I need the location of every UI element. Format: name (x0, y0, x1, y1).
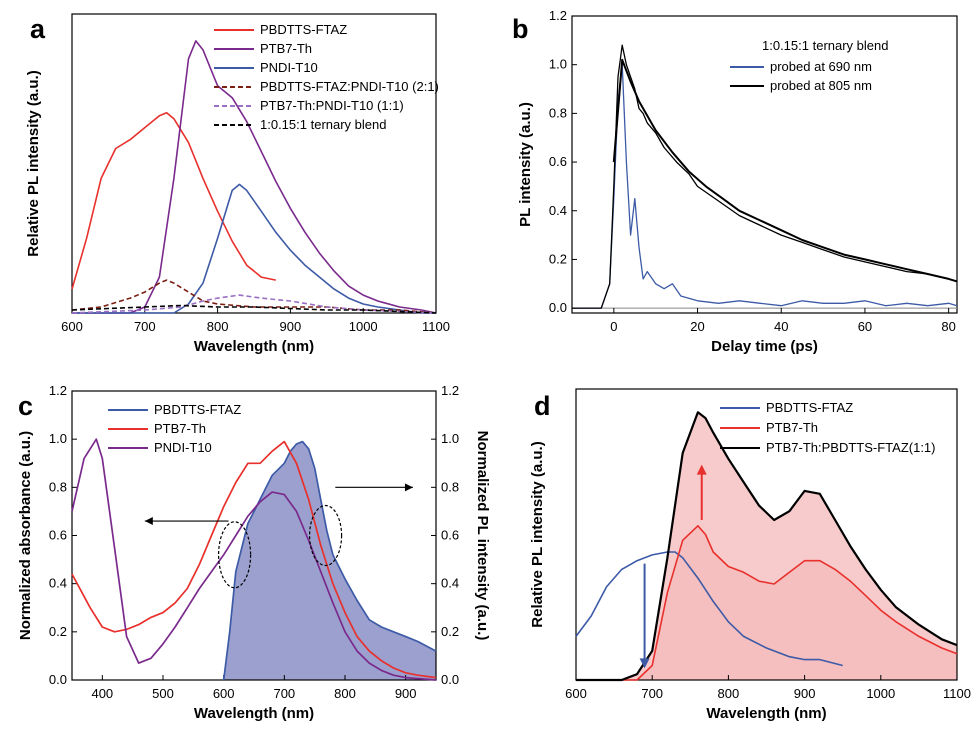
y-tick-label: 0.6 (49, 528, 67, 543)
x-tick-label: 600 (565, 686, 587, 701)
ptb7-fill-area (576, 525, 957, 680)
x-axis-label: Delay time (ps) (711, 338, 818, 355)
legend-entry: PTB7-Th (260, 41, 312, 56)
y-tick-label-right: 1.0 (441, 431, 459, 446)
x-tick-label: 60 (858, 319, 872, 334)
y-tick-label: 0.2 (549, 251, 567, 266)
series-line (71, 304, 437, 314)
legend-entry: PTB7-Th (766, 420, 818, 435)
x-tick-label: 400 (91, 686, 113, 701)
x-axis-label: Wavelength (nm) (194, 705, 314, 722)
y-tick-label-right: 0.6 (441, 528, 459, 543)
legend-entry: PTB7-Th:PNDI-T10 (1:1) (260, 98, 404, 113)
y-axis-label: Normalized absorbance (a.u.) (17, 431, 34, 640)
x-tick-label: 800 (334, 686, 356, 701)
y-tick-label: 0.8 (49, 479, 67, 494)
plot-frame (575, 388, 958, 681)
legend-entry: PBDTTS-FTAZ (154, 402, 241, 417)
legend-entry: PBDTTS-FTAZ (260, 22, 347, 37)
x-tick-label: 600 (213, 686, 235, 701)
panel-b-chart: 0 20 40 60 80 0.0 0.2 0.4 0.6 0.8 1.0 1.2 Delay time… (512, 8, 958, 355)
x-tick-label: 800 (718, 686, 740, 701)
x-tick-label: 500 (152, 686, 174, 701)
x-tick-label: 700 (134, 319, 156, 334)
series-line (72, 40, 437, 314)
panel-d-chart: 600 700 800 900 1000 1100 Wavelength (nm) Relat… (529, 388, 971, 722)
y-tick-label: 0.0 (49, 672, 67, 687)
y-axis-label: Relative PL intensity (a.u.) (25, 70, 42, 256)
arrow-left-head (144, 517, 153, 526)
y-tick-label: 1.2 (49, 383, 67, 398)
y-tick-label: 0.4 (49, 576, 67, 591)
legend-entry: probed at 805 nm (770, 78, 872, 93)
series-line (71, 111, 276, 290)
x-tick-label: 1000 (866, 686, 895, 701)
panel-letter: c (18, 391, 33, 421)
x-tick-label: 0 (610, 319, 617, 334)
y-tick-label: 0.2 (49, 624, 67, 639)
x-tick-label: 700 (273, 686, 295, 701)
legend-entry: PBDTTS-FTAZ (766, 400, 853, 415)
plot-frame (571, 15, 958, 314)
x-tick-label: 1000 (349, 319, 378, 334)
y-axis-label: PL intensity (a.u.) (517, 102, 534, 227)
x-tick-label: 20 (690, 319, 704, 334)
x-tick-label: 900 (280, 319, 302, 334)
x-tick-label: 900 (794, 686, 816, 701)
x-tick-label: 1100 (422, 319, 450, 334)
legend-entry: probed at 690 nm (770, 59, 872, 74)
plot-frame (71, 13, 437, 314)
legend-title: 1:0.15:1 ternary blend (762, 38, 888, 53)
legend-entry: PBDTTS-FTAZ:PNDI-T10 (2:1) (260, 79, 439, 94)
x-tick-label: 700 (641, 686, 663, 701)
series-line (575, 551, 843, 667)
y-axis-label-right: Normalized PL intensity (a.u.) (474, 431, 491, 641)
legend-entry: PNDI-T10 (154, 440, 212, 455)
x-axis-label: Wavelength (nm) (194, 338, 314, 355)
series-line (71, 440, 437, 679)
series-line (572, 64, 958, 309)
series-line (72, 183, 436, 314)
arrow-right-head (404, 483, 413, 492)
y-tick-label: 1.0 (49, 431, 67, 446)
legend-entry: PTB7-Th:PBDTTS-FTAZ(1:1) (766, 440, 936, 455)
y-tick-label: 0.8 (549, 105, 567, 120)
panel-letter: b (512, 14, 529, 44)
legend-entry: 1:0.15:1 ternary blend (260, 117, 386, 132)
x-tick-label: 800 (207, 319, 229, 334)
legend-entry: PTB7-Th (154, 421, 206, 436)
y-tick-label-right: 0.0 (441, 672, 459, 687)
legend-entry: PNDI-T10 (260, 60, 318, 75)
y-tick-label-right: 1.2 (441, 383, 459, 398)
series-line (612, 58, 958, 283)
x-tick-label: 80 (941, 319, 955, 334)
y-axis-label: Relative PL intensity (a.u.) (529, 441, 546, 627)
y-tick-label-right: 0.8 (441, 479, 459, 494)
y-tick-label: 0.0 (549, 300, 567, 315)
y-tick-label: 1.2 (549, 8, 567, 23)
series-line (576, 411, 958, 682)
x-axis-label: Wavelength (nm) (706, 705, 826, 722)
y-tick-label: 0.6 (549, 154, 567, 169)
x-tick-label: 1100 (943, 686, 971, 701)
panel-a-chart: 600 700 800 900 1000 1100 Wavelength (nm) Relat… (25, 13, 450, 355)
arrow-down-head (639, 658, 650, 669)
series-line (576, 525, 958, 681)
y-tick-label-right: 0.4 (441, 576, 459, 591)
y-tick-label-right: 0.2 (441, 624, 459, 639)
panel-letter: d (534, 391, 551, 421)
dashed-circle-right (308, 504, 343, 567)
series-line (572, 44, 958, 309)
pl-fill-area (223, 441, 436, 680)
y-tick-label: 0.4 (549, 203, 567, 218)
panel-letter: a (30, 14, 46, 44)
y-tick-label: 1.0 (549, 57, 567, 72)
x-tick-label: 900 (395, 686, 417, 701)
panel-c-chart: 400 500 600 700 800 900 0.0 0.0 0.2 0.2 0.4 0.4 0.6 0… (17, 383, 491, 722)
dashed-circle-left (217, 521, 252, 589)
x-tick-label: 600 (61, 319, 83, 334)
x-tick-label: 40 (774, 319, 788, 334)
arrow-up-head (696, 464, 707, 475)
